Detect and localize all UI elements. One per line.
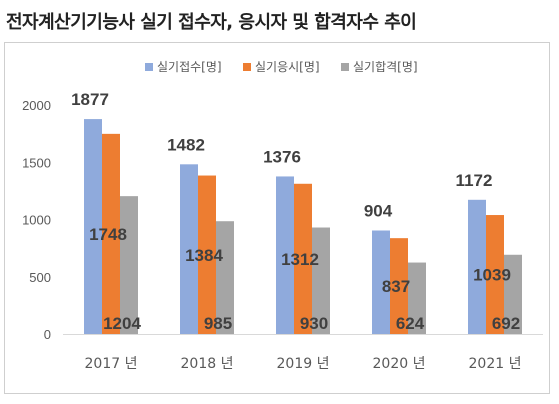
data-label: 985 (204, 314, 232, 333)
data-label: 1877 (71, 90, 109, 109)
bar (276, 176, 294, 334)
bar (180, 164, 198, 334)
data-label: 1482 (167, 135, 205, 154)
bar (468, 199, 486, 334)
bar-chart: 0 500 1000 1500 2000 2017 년 1877 1748 1204 2018 년… (22, 60, 543, 372)
bar (198, 175, 216, 334)
x-tick-label: 2019 년 (277, 356, 330, 372)
data-label: 1312 (281, 250, 319, 269)
legend-swatch (243, 63, 251, 71)
legend-swatch (145, 63, 153, 71)
data-label: 837 (382, 277, 410, 296)
y-tick-label: 1000 (22, 213, 51, 228)
y-tick-label: 2000 (22, 98, 51, 113)
y-tick-label: 0 (44, 327, 51, 342)
data-label: 904 (364, 201, 393, 220)
bar (120, 196, 138, 334)
legend-label: 실기응시[명] (255, 60, 320, 74)
data-label: 1384 (185, 246, 223, 265)
x-tick-label: 2021 년 (469, 356, 522, 372)
x-tick-label: 2018 년 (181, 356, 234, 372)
y-tick-label: 1500 (22, 155, 51, 170)
bar (312, 227, 330, 334)
data-label: 930 (300, 314, 328, 333)
bar (294, 183, 312, 334)
data-label: 624 (396, 314, 425, 333)
data-label: 1172 (456, 171, 493, 190)
bar (216, 221, 234, 334)
bar (408, 262, 426, 334)
legend-label: 실기접수[명] (157, 60, 222, 74)
chart-area: 0 500 1000 1500 2000 2017 년 1877 1748 1204 2018 년… (4, 42, 550, 394)
data-label: 1204 (103, 314, 141, 333)
bar (504, 254, 522, 334)
bar (372, 230, 390, 334)
legend-swatch (341, 63, 349, 71)
bar (84, 119, 102, 334)
bar (486, 215, 504, 334)
x-tick-label: 2017 년 (85, 356, 138, 372)
chart-title: 전자계산기기능사 실기 접수자, 응시자 및 합격자수 추이 (6, 12, 417, 33)
y-tick-label: 500 (29, 270, 51, 285)
bar (390, 238, 408, 334)
data-label: 1748 (89, 225, 127, 244)
bar (102, 133, 120, 334)
data-label: 692 (492, 314, 520, 333)
legend-label: 실기합격[명] (353, 60, 418, 74)
data-label: 1376 (263, 147, 301, 166)
x-tick-label: 2020 년 (373, 356, 426, 372)
data-label: 1039 (473, 266, 511, 285)
